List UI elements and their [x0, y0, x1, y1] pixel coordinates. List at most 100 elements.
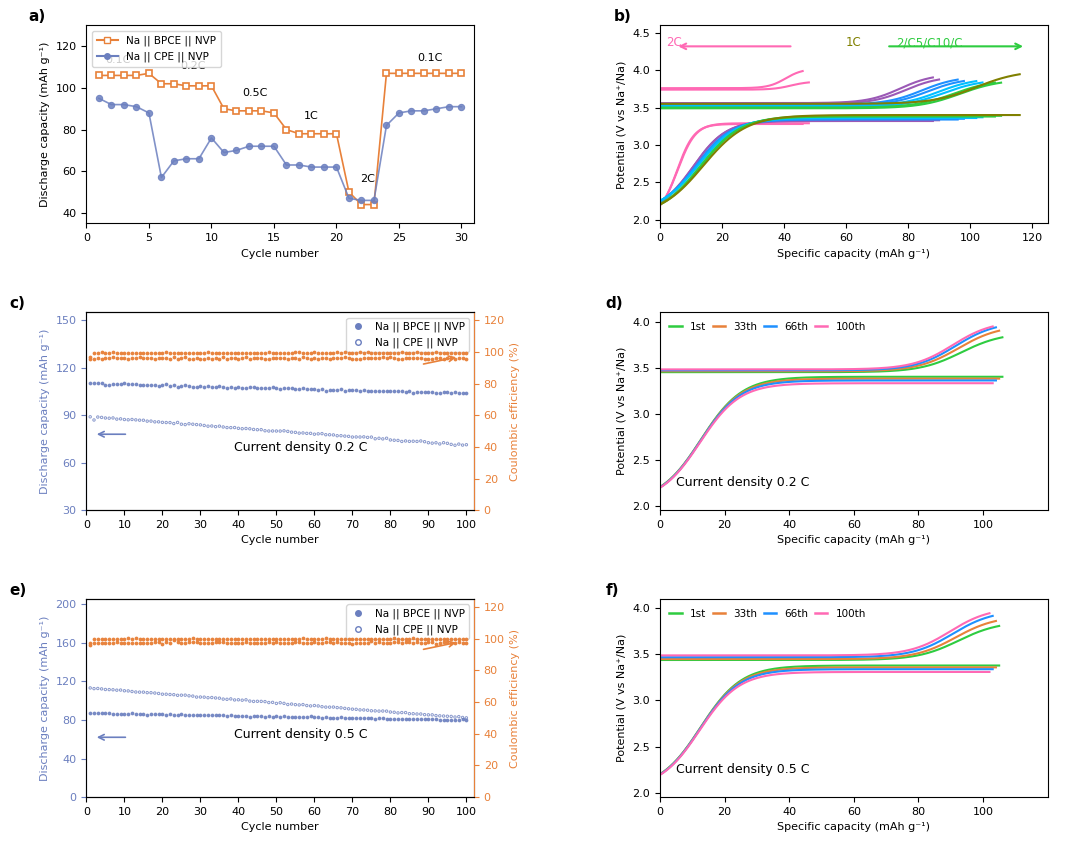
- Point: [287, 698, 305, 711]
- Point: [343, 638, 361, 651]
- Point: [230, 352, 247, 365]
- Point: [153, 688, 171, 701]
- Point: [428, 351, 445, 365]
- Point: [351, 636, 368, 650]
- Point: [438, 346, 456, 360]
- Point: [120, 684, 137, 698]
- Point: [82, 681, 99, 695]
- Point: [131, 350, 148, 364]
- Point: [180, 636, 198, 650]
- Point: [271, 632, 288, 645]
- Point: [275, 696, 293, 710]
- Point: [279, 636, 296, 650]
- Point: [150, 635, 167, 649]
- Point: [386, 632, 403, 645]
- Text: 0.2C: 0.2C: [180, 61, 205, 71]
- Point: [405, 636, 422, 650]
- Point: [82, 706, 99, 720]
- Point: [120, 707, 137, 721]
- Point: [226, 351, 243, 365]
- Point: [393, 636, 410, 650]
- Point: [348, 430, 365, 444]
- Point: [381, 636, 399, 650]
- Point: [90, 633, 107, 646]
- Point: [207, 708, 225, 722]
- Point: [359, 632, 376, 645]
- Point: [127, 636, 145, 650]
- Point: [222, 380, 240, 393]
- Point: [413, 352, 430, 365]
- Point: [321, 635, 338, 649]
- Point: [93, 632, 110, 645]
- Point: [386, 635, 403, 649]
- Point: [211, 709, 228, 722]
- Point: [230, 346, 247, 360]
- Point: [173, 636, 190, 650]
- Point: [192, 632, 210, 645]
- Point: [153, 637, 171, 650]
- Point: [283, 426, 300, 439]
- Point: [423, 635, 441, 649]
- Point: [438, 437, 456, 450]
- Point: [306, 351, 323, 365]
- Point: [351, 703, 368, 717]
- Point: [93, 682, 110, 695]
- Point: [310, 632, 327, 645]
- Point: [112, 707, 130, 721]
- Point: [381, 346, 399, 360]
- Point: [153, 378, 171, 392]
- Text: Current density 0.5 C: Current density 0.5 C: [675, 763, 809, 777]
- Point: [340, 702, 357, 716]
- Point: [85, 346, 103, 360]
- Point: [310, 427, 327, 441]
- Point: [108, 707, 125, 721]
- Point: [287, 346, 305, 360]
- Point: [127, 377, 145, 391]
- Point: [381, 433, 399, 447]
- Point: [226, 346, 243, 360]
- Point: [233, 346, 251, 360]
- Point: [90, 636, 107, 650]
- Legend: Na || BPCE || NVP, Na || CPE || NVP: Na || BPCE || NVP, Na || CPE || NVP: [92, 31, 221, 67]
- Point: [325, 383, 342, 397]
- Point: [295, 636, 312, 650]
- Point: [188, 632, 205, 645]
- Point: [211, 635, 228, 649]
- Point: [238, 346, 255, 360]
- Point: [359, 637, 376, 650]
- Point: [390, 636, 407, 650]
- Point: [168, 632, 186, 645]
- Point: [443, 386, 460, 399]
- Point: [454, 712, 471, 726]
- Point: [116, 352, 133, 365]
- Point: [318, 351, 335, 365]
- Point: [200, 380, 217, 393]
- Point: [268, 710, 285, 723]
- Point: [390, 706, 407, 720]
- Point: [397, 712, 415, 726]
- Point: [211, 379, 228, 393]
- Point: [185, 708, 202, 722]
- Point: [313, 700, 330, 713]
- Point: [397, 434, 415, 448]
- Point: [359, 384, 376, 398]
- Point: [351, 711, 368, 725]
- Point: [366, 351, 383, 365]
- Point: [211, 352, 228, 365]
- Point: [351, 352, 368, 365]
- Point: [328, 700, 346, 714]
- Text: e): e): [9, 583, 26, 599]
- Point: [298, 346, 315, 360]
- Point: [100, 632, 118, 645]
- Point: [123, 636, 140, 650]
- Point: [165, 708, 183, 722]
- Point: [283, 382, 300, 395]
- Point: [100, 683, 118, 696]
- Point: [260, 710, 278, 723]
- Point: [374, 346, 391, 360]
- Point: [161, 688, 178, 701]
- Point: [238, 350, 255, 364]
- Point: [291, 427, 308, 440]
- Point: [413, 637, 430, 650]
- Point: [386, 433, 403, 447]
